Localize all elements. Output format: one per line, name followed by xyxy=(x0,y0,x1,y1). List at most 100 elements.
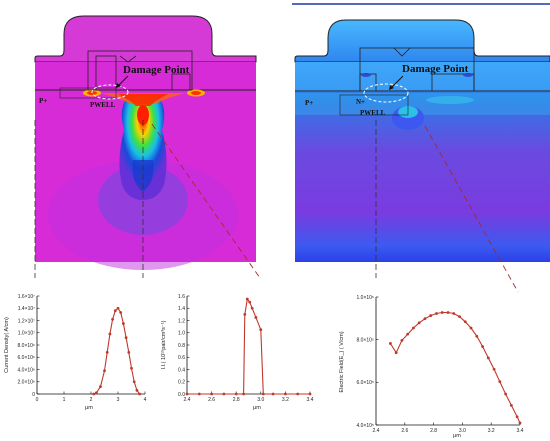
chart1-point xyxy=(122,322,125,325)
right-damage-label: Damage Point xyxy=(402,63,469,75)
connector-lines xyxy=(151,123,519,293)
chart1-ylabel: Current Density( A/cm) xyxy=(4,317,10,373)
chart3-point xyxy=(406,332,410,336)
chart3-ytick-label: 6.0×10⁵ xyxy=(356,380,374,386)
chart2-xtick-label: 3.0 xyxy=(257,397,264,403)
chart3-xtick-label: 2.6 xyxy=(401,428,408,434)
chart1-ytick-label: 1.0×10⁷ xyxy=(18,331,35,337)
chart2-point xyxy=(284,392,287,396)
chart1-ytick-label: 8.0×10⁶ xyxy=(18,343,36,349)
chart1-point xyxy=(111,317,114,321)
chart3-point xyxy=(400,338,404,342)
left-damage-ellipse xyxy=(91,84,129,100)
chart2-ytick-label: 0.8 xyxy=(178,343,185,349)
chart1-xtick-label: 0 xyxy=(36,397,39,403)
chart1-point xyxy=(127,350,131,354)
chart3-ytick-label: 4.0×10⁵ xyxy=(356,423,374,429)
chart3-point xyxy=(446,311,450,314)
chart1-xtick-label: 4 xyxy=(144,397,147,403)
chart2-ytick-label: 1.6 xyxy=(178,294,185,300)
chart2-point xyxy=(245,297,249,301)
chart3-xtick-label: 2.8 xyxy=(430,428,437,434)
chart1-ytick-label: 4.0×10⁶ xyxy=(18,367,36,373)
right-nplus-label: N+ xyxy=(356,98,365,106)
chart2-point xyxy=(250,306,254,310)
chart1-point xyxy=(99,385,102,389)
chart2-ytick-label: 0.2 xyxy=(178,380,185,386)
chart1-point xyxy=(132,380,136,384)
left-pwell-label: PWELL xyxy=(90,101,116,109)
chart1-point xyxy=(124,336,128,340)
chart2-xtick-label: 2.8 xyxy=(233,397,240,403)
right-gate-dome xyxy=(294,19,550,63)
chart1-point xyxy=(119,311,123,314)
chart3-xtick-label: 3.4 xyxy=(517,428,524,434)
left-simulation-panel: Damage Point P+ PWELL xyxy=(34,15,257,278)
chart2-point xyxy=(254,316,258,319)
chart2-xtick-label: 3.2 xyxy=(282,397,289,403)
chart3-point xyxy=(435,312,438,315)
chart1-xtick-label: 3 xyxy=(117,397,120,403)
chart3-point xyxy=(423,317,427,321)
chart3-ytick-label: 8.0×10⁵ xyxy=(356,337,374,343)
chart3-point xyxy=(492,367,496,371)
right-substrate xyxy=(295,62,550,262)
chart2-point xyxy=(296,392,300,396)
chart1-point xyxy=(135,388,139,392)
chart3-point xyxy=(463,320,467,324)
chart2-ytick-label: 1.2 xyxy=(178,318,185,324)
chart3-point xyxy=(486,356,490,360)
chart2-point xyxy=(210,392,214,396)
chart2-point xyxy=(243,312,247,316)
chart2-point xyxy=(197,392,201,396)
chart3-xtick-label: 2.4 xyxy=(373,428,380,434)
chart-current-density: 0 2.0×10⁶ 4.0×10⁶ 6.0×10⁶ 8.0×10⁶ 1.0×10⁷ 1.2×… xyxy=(4,291,148,411)
chart2-ytick-label: 0.6 xyxy=(178,355,185,361)
chart2-point xyxy=(248,300,252,304)
right-pplus-label: P+ xyxy=(305,99,313,107)
chart1-point xyxy=(105,350,109,354)
chart3-point xyxy=(481,345,484,348)
left-damage-label: Damage Point xyxy=(123,64,190,76)
chart3-xtick-label: 3.2 xyxy=(488,428,495,434)
chart1-point xyxy=(108,332,112,336)
chart2-ytick-label: 0.4 xyxy=(178,367,185,373)
chart3-point xyxy=(469,326,473,330)
chart3-xtick-label: 3.0 xyxy=(459,428,466,434)
chart3-point xyxy=(518,421,522,425)
chart2-ytick-label: 1.0 xyxy=(178,331,185,337)
chart3-point xyxy=(389,342,392,345)
chart2-xlabel: μm xyxy=(253,405,261,411)
chart1-ytick-label: 1.4×10⁷ xyxy=(18,306,35,312)
chart3-point xyxy=(429,314,433,317)
chart3-point xyxy=(452,312,456,315)
chart1-ytick-label: 1.2×10⁷ xyxy=(18,318,35,324)
chart-impact-ionization: 0.0 0.2 0.4 0.6 0.8 1.0 1.2 1.4 1.6 2.4 2.6 2.8 3.0… xyxy=(152,289,314,411)
chart1-point xyxy=(138,392,142,396)
left-pplus-label: P+ xyxy=(39,97,47,105)
chart2-point xyxy=(271,392,275,396)
chart1-point xyxy=(116,306,120,310)
chart3-point xyxy=(394,351,398,355)
chart2-ytick-label: 1.4 xyxy=(178,306,185,312)
left-gate-dome xyxy=(34,15,257,63)
chart1-ytick-label: 1.6×10⁷ xyxy=(18,294,35,300)
chart3-point xyxy=(475,334,479,338)
chart2-point xyxy=(185,392,189,396)
chart1-xtick-label: 2 xyxy=(90,397,93,403)
chart1-point xyxy=(113,309,117,313)
chart2-ylabel: I.I.( 10¹⁵pair/cm³s⁻¹) xyxy=(160,320,167,369)
chart2-ytick-label: 0.0 xyxy=(178,392,185,398)
chart1-point xyxy=(92,392,96,396)
chart3-point xyxy=(458,315,461,319)
chart1-ytick-label: 0 xyxy=(32,392,35,398)
chart3-ylabel: Electric Field(E_) ( V/cm) xyxy=(339,331,345,392)
chart2-point xyxy=(222,392,226,396)
chart2-point xyxy=(308,392,312,396)
chart3-point xyxy=(440,311,444,314)
chart1-xtick-label: 1 xyxy=(63,397,66,403)
right-damage-ellipse xyxy=(363,83,409,103)
chart2-point xyxy=(234,392,238,396)
chart2-xtick-label: 3.4 xyxy=(307,397,314,403)
